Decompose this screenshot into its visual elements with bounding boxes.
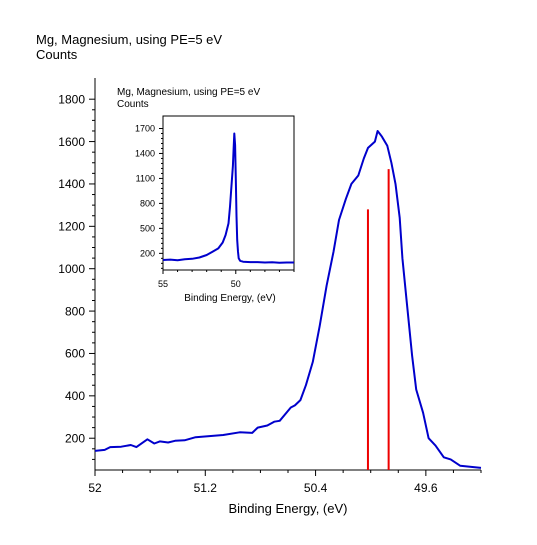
y-tick-label: 200	[65, 431, 85, 445]
x-tick-label: 50.4	[304, 481, 328, 495]
x-tick-label: 51.2	[194, 481, 218, 495]
y-tick-label: 1000	[58, 262, 85, 276]
inset-series-line	[162, 132, 294, 264]
y-tick-label: 1700	[135, 124, 155, 134]
inset-chart-title: Mg, Magnesium, using PE=5 eV	[117, 87, 260, 98]
y-tick-label: 800	[65, 304, 85, 318]
y-tick-label: 800	[140, 199, 155, 209]
inset-chart-xlabel: Binding Energy, (eV)	[184, 293, 276, 304]
y-tick-label: 200	[140, 249, 155, 259]
inset-background	[116, 80, 300, 270]
y-tick-label: 600	[65, 347, 85, 361]
y-tick-label: 1400	[58, 177, 85, 191]
y-tick-label: 400	[65, 389, 85, 403]
x-tick-label: 52	[88, 481, 102, 495]
y-tick-label: 1600	[58, 135, 85, 149]
x-tick-label: 50	[231, 279, 241, 289]
y-tick-label: 1400	[135, 149, 155, 159]
y-tick-label: 1100	[136, 174, 155, 184]
main-series-line	[94, 130, 482, 469]
x-tick-label: 49.6	[414, 481, 438, 495]
main-chart-ylabel: Counts	[36, 47, 78, 62]
x-tick-label: 55	[158, 279, 168, 289]
y-tick-label: 500	[140, 224, 155, 234]
main-chart-title: Mg, Magnesium, using PE=5 eV	[36, 32, 222, 47]
inset-chart-ylabel: Counts	[117, 99, 149, 110]
y-tick-label: 1200	[58, 220, 85, 234]
y-tick-label: 1800	[58, 92, 85, 106]
main-chart-xlabel: Binding Energy, (eV)	[229, 501, 348, 516]
